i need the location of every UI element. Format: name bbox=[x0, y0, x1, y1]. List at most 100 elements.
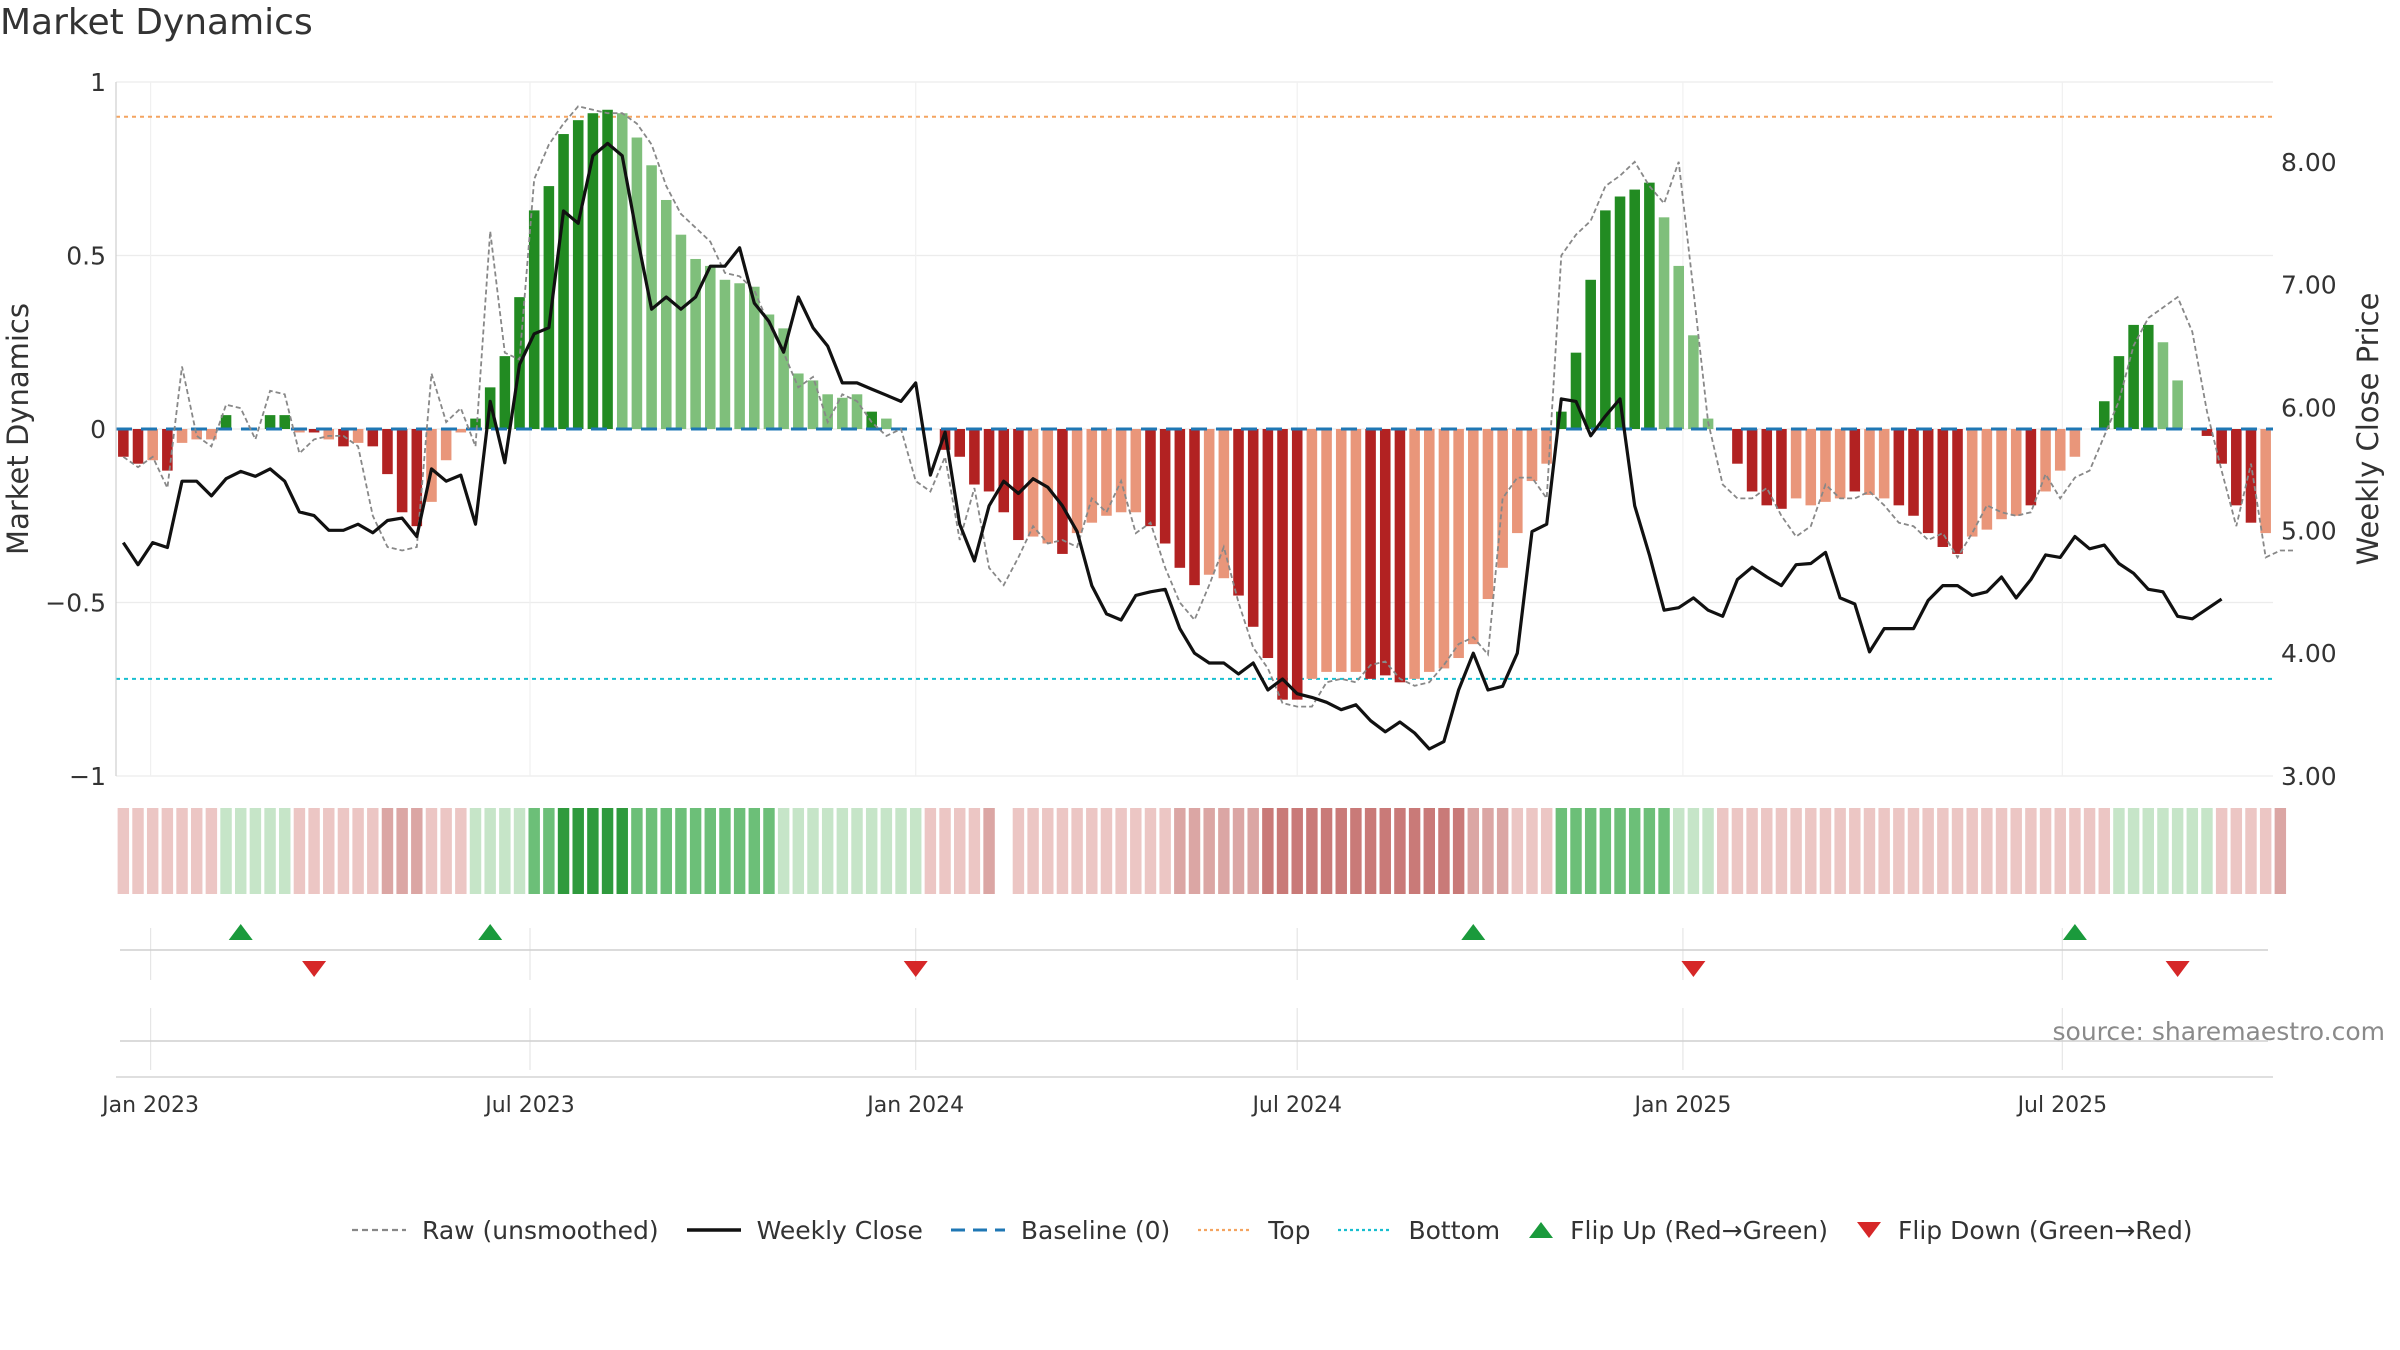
dynamics-bar bbox=[1159, 429, 1171, 544]
dynamics-bar bbox=[2054, 429, 2066, 471]
dynamics-bar bbox=[1556, 411, 1567, 429]
strip-cell bbox=[1981, 808, 1993, 894]
source-note: source: sharemaestro.com bbox=[2052, 1017, 2386, 1046]
dynamics-bar bbox=[308, 429, 320, 433]
legend-item-bottom[interactable]: Bottom bbox=[1336, 1216, 1500, 1245]
y2-tick-label: 4.00 bbox=[2281, 639, 2337, 668]
dynamics-bar bbox=[132, 429, 144, 464]
strip-cell bbox=[631, 808, 643, 894]
flip-up-marker bbox=[228, 924, 253, 940]
strip-cell bbox=[1276, 808, 1289, 894]
y-tick-label: 0 bbox=[90, 415, 106, 444]
dynamics-bar bbox=[367, 429, 379, 447]
strip-cell bbox=[2274, 808, 2287, 894]
dynamics-bar bbox=[2216, 429, 2227, 464]
color-strip bbox=[117, 808, 2287, 894]
strip-cell bbox=[1159, 808, 1171, 894]
axes: 1 0.5 0 −0.5 −1 8.00 7.00 6.00 5.00 4.00 3.00 Jan 2… bbox=[1, 68, 2385, 1118]
dynamics-bar bbox=[1585, 279, 1596, 429]
dynamics-bar bbox=[2157, 342, 2169, 429]
strip-cell bbox=[1658, 808, 1670, 894]
dynamics-bar bbox=[1526, 429, 1538, 482]
strip-cell bbox=[1408, 808, 1421, 894]
y2-tick-label: 3.00 bbox=[2281, 762, 2337, 791]
strip-cell bbox=[411, 808, 423, 894]
strip-cell bbox=[1966, 808, 1978, 894]
strip-cell bbox=[235, 808, 247, 894]
dynamics-bar bbox=[1350, 429, 1362, 672]
strip-cell bbox=[1042, 808, 1054, 894]
dynamics-bar bbox=[1658, 217, 1670, 429]
dynamics-bar bbox=[2069, 429, 2081, 457]
legend-item-flip-down[interactable]: Flip Down (Green→Red) bbox=[1854, 1216, 2193, 1245]
dynamics-bar bbox=[1981, 429, 1993, 530]
strip-cell bbox=[1086, 808, 1098, 894]
strip-cell bbox=[851, 808, 863, 894]
y2-tick-label: 6.00 bbox=[2281, 394, 2337, 423]
dynamics-bar bbox=[1101, 429, 1112, 516]
dynamics-bar bbox=[1746, 429, 1758, 492]
strip-cell bbox=[1027, 808, 1039, 894]
strip-cell bbox=[557, 808, 570, 894]
dynamics-bar bbox=[1497, 429, 1508, 568]
chart-title: Market Dynamics bbox=[0, 2, 313, 43]
strip-cell bbox=[205, 808, 218, 894]
dynamics-bar bbox=[1864, 429, 1875, 495]
strip-cell bbox=[1937, 808, 1949, 894]
dynamics-bar bbox=[1218, 429, 1230, 579]
dynamics-bar bbox=[602, 109, 613, 429]
strip-cell bbox=[865, 808, 878, 894]
strip-cell bbox=[279, 808, 291, 894]
strip-cell bbox=[1526, 808, 1538, 894]
dynamics-bar bbox=[1189, 429, 1200, 586]
dynamics-bar bbox=[1306, 429, 1318, 679]
dynamics-bar bbox=[1247, 429, 1259, 627]
strip-cell bbox=[821, 808, 834, 894]
strip-cell bbox=[1731, 808, 1744, 894]
legend-item-top[interactable]: Top bbox=[1196, 1216, 1310, 1245]
strip-cell bbox=[1394, 808, 1406, 894]
dynamics-bar bbox=[1233, 429, 1244, 596]
strip-cell bbox=[220, 808, 232, 894]
dynamics-bar bbox=[807, 380, 819, 429]
dynamics-bar bbox=[294, 429, 305, 433]
legend-item-raw[interactable]: Raw (unsmoothed) bbox=[350, 1216, 659, 1245]
strip-cell bbox=[323, 808, 335, 894]
legend-item-baseline[interactable]: Baseline (0) bbox=[949, 1216, 1170, 1245]
legend-item-flip-up[interactable]: Flip Up (Red→Green) bbox=[1526, 1216, 1828, 1245]
strip-cell bbox=[1174, 808, 1186, 894]
dynamics-bar bbox=[1409, 429, 1420, 679]
strip-cell bbox=[2127, 808, 2140, 894]
dynamics-bar bbox=[176, 429, 188, 443]
strip-cell bbox=[2113, 808, 2125, 894]
dashed-gray-line-icon bbox=[352, 1228, 406, 1232]
dynamics-bar bbox=[1673, 265, 1685, 429]
strip-cell bbox=[645, 808, 658, 894]
dotted-cyan-line-icon bbox=[1338, 1228, 1393, 1232]
strip-cell bbox=[660, 808, 672, 894]
legend-label: Weekly Close bbox=[756, 1215, 923, 1245]
strip-cell bbox=[484, 808, 496, 894]
strip-cell bbox=[1350, 808, 1362, 894]
dynamics-bar bbox=[1086, 429, 1098, 523]
strip-cell bbox=[1012, 808, 1025, 894]
dynamics-bar bbox=[1174, 429, 1186, 568]
strip-cell bbox=[1951, 808, 1964, 894]
legend-label: Top bbox=[1268, 1215, 1311, 1245]
strip-cell bbox=[777, 808, 790, 894]
strip-cell bbox=[1452, 808, 1465, 894]
dynamics-bar bbox=[338, 429, 349, 447]
strip-cell bbox=[704, 808, 716, 894]
strip-cell bbox=[190, 808, 203, 894]
strip-cell bbox=[2142, 808, 2154, 894]
dynamics-bar bbox=[2245, 429, 2257, 523]
dynamics-bar bbox=[558, 134, 569, 430]
dynamics-bar bbox=[822, 394, 833, 429]
strip-cell bbox=[2201, 808, 2213, 894]
legend-label: Flip Up (Red→Green) bbox=[1570, 1215, 1829, 1245]
strip-cell bbox=[2171, 808, 2184, 894]
legend-item-weekly-close[interactable]: Weekly Close bbox=[685, 1216, 923, 1245]
dynamics-bar bbox=[1600, 210, 1611, 429]
y2-tick-label: 8.00 bbox=[2281, 148, 2337, 177]
